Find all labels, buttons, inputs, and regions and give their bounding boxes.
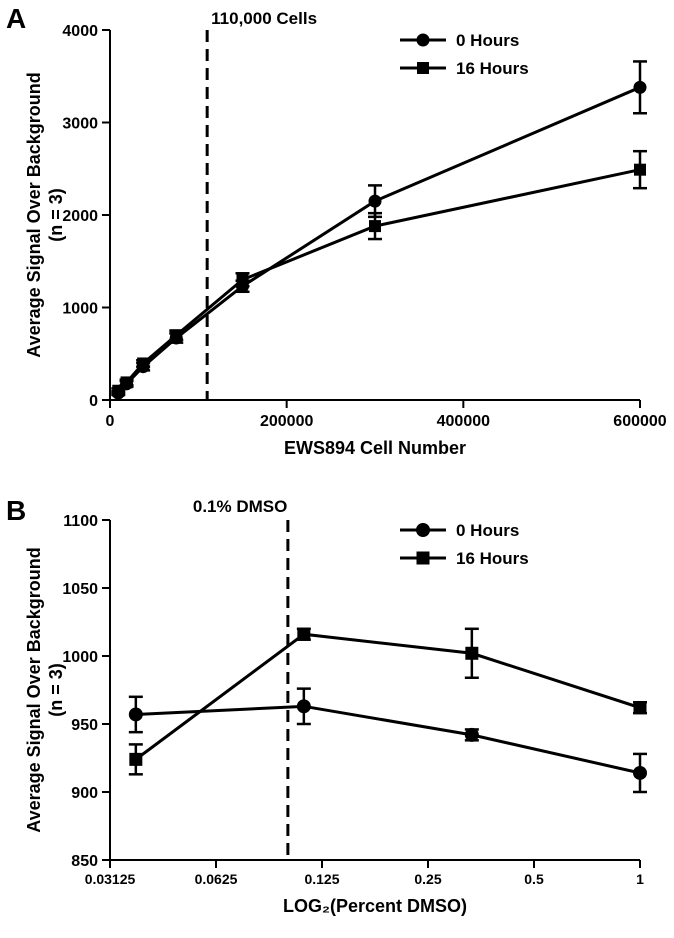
xtick-label: 0.03125 — [85, 871, 136, 887]
ytick-label: 900 — [71, 785, 98, 802]
marker-circle — [129, 707, 143, 721]
ytick-label: 0 — [89, 393, 98, 410]
marker-square — [634, 701, 647, 714]
marker-square — [465, 647, 478, 660]
legend-marker-circle — [417, 34, 430, 47]
legend-label: 16 Hours — [456, 549, 529, 568]
marker-square — [237, 274, 249, 286]
ytick-label: 850 — [71, 853, 98, 870]
legend-label: 0 Hours — [456, 521, 519, 540]
marker-square — [170, 329, 182, 341]
marker-square — [137, 357, 149, 369]
series-line-circle — [136, 706, 640, 773]
xtick-label: 0.125 — [304, 871, 339, 887]
xtick-label: 400000 — [437, 413, 490, 430]
panel-b-xtitle: LOG₂(Percent DMSO) — [283, 896, 467, 916]
panel-b-svg: B 850 900 950 1000 1050 1100 0.03125 0.0625 0.125… — [0, 470, 674, 938]
xtick-label: 0.0625 — [195, 871, 238, 887]
ytick-label: 950 — [71, 717, 98, 734]
panel-b-label: B — [6, 495, 26, 526]
panel-a-ytitle: Average Signal Over Background(n = 3) — [24, 72, 66, 357]
panel-a-vline-label: 110,000 Cells — [211, 9, 317, 28]
xtick-label: 0.25 — [414, 871, 441, 887]
ytick-label: 3000 — [62, 116, 98, 133]
ytick-label: 4000 — [62, 23, 98, 40]
marker-square — [297, 628, 310, 641]
ytick-label: 1100 — [63, 513, 98, 530]
series-line-square — [136, 634, 640, 759]
ytick-label: 2000 — [62, 208, 98, 225]
panel-a-svg: A 0 1000 2000 3000 4000 0 200000 400000 600000 110… — [0, 0, 674, 470]
marker-circle — [369, 195, 382, 208]
legend-label: 0 Hours — [456, 31, 519, 50]
legend-marker-circle — [416, 523, 430, 537]
marker-circle — [633, 766, 647, 780]
xtick-label: 0.5 — [524, 871, 544, 887]
marker-circle — [634, 81, 647, 94]
marker-square — [121, 376, 133, 388]
panel-a-label: A — [6, 3, 26, 34]
ytick-label: 1000 — [62, 301, 98, 318]
legend-label: 16 Hours — [456, 59, 529, 78]
panel-b-vline-label: 0.1% DMSO — [193, 497, 287, 516]
marker-circle — [465, 728, 479, 742]
marker-square — [634, 164, 646, 176]
legend-marker-square — [417, 552, 430, 565]
ytick-label: 1000 — [62, 649, 98, 666]
panel-b-axes — [110, 520, 640, 860]
marker-circle — [297, 699, 311, 713]
figure-container: A010002000300040000200000400000600000110… — [0, 0, 674, 938]
xtick-label: 0 — [106, 413, 115, 430]
xtick-label: 600000 — [613, 413, 666, 430]
xtick-label: 1 — [636, 871, 644, 887]
legend-marker-square — [417, 62, 429, 74]
marker-square — [369, 220, 381, 232]
panel-a-xtitle: EWS894 Cell Number — [284, 438, 466, 458]
marker-square — [129, 753, 142, 766]
ytick-label: 1050 — [62, 581, 98, 598]
xtick-label: 200000 — [260, 413, 313, 430]
panel-b-ytitle: Average Signal Over Background(n = 3) — [24, 547, 66, 832]
